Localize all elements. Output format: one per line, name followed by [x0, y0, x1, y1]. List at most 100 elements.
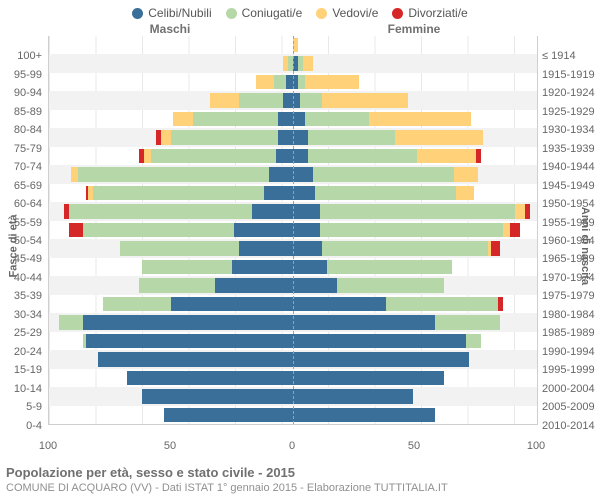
male-bar: [49, 371, 293, 385]
segment-married: [300, 93, 322, 107]
plot-area: [48, 36, 538, 425]
segment-widowed: [322, 93, 407, 107]
female-bar: [293, 186, 537, 200]
segment-divorced: [69, 223, 84, 237]
x-tick-label: 0: [289, 440, 295, 452]
age-label: 55-59: [0, 217, 42, 229]
segment-married: [315, 186, 457, 200]
legend-item: Celibi/Nubili: [132, 6, 211, 20]
birth-year-label: 1965-1969: [542, 253, 595, 265]
birth-year-label: 1980-1984: [542, 309, 595, 321]
chart-title: Popolazione per età, sesso e stato civil…: [6, 465, 594, 480]
birth-year-label: 1950-1954: [542, 198, 595, 210]
segment-single: [278, 130, 293, 144]
segment-single: [293, 93, 300, 107]
legend-label: Vedovi/e: [332, 6, 378, 20]
x-tick-label: 50: [164, 440, 176, 452]
segment-single: [293, 260, 327, 274]
female-bar: [293, 315, 537, 329]
female-bar: [293, 241, 537, 255]
segment-married: [386, 297, 498, 311]
x-tick-label: 50: [408, 440, 420, 452]
segment-single: [293, 408, 435, 422]
segment-divorced: [525, 204, 530, 218]
age-label: 50-54: [0, 235, 42, 247]
segment-single: [293, 297, 386, 311]
x-tick-label: 100: [527, 440, 545, 452]
birth-year-label: 1940-1944: [542, 161, 595, 173]
segment-married: [151, 149, 275, 163]
segment-widowed: [144, 149, 151, 163]
segment-married: [239, 93, 283, 107]
age-row: [49, 241, 537, 255]
age-label: 90-94: [0, 87, 42, 99]
segment-single: [264, 186, 293, 200]
age-label: 85-89: [0, 106, 42, 118]
birth-year-label: 1935-1939: [542, 143, 595, 155]
female-bar: [293, 167, 537, 181]
segment-married: [337, 278, 444, 292]
birth-year-label: 2000-2004: [542, 383, 595, 395]
age-label: 40-44: [0, 272, 42, 284]
female-bar: [293, 260, 537, 274]
segment-single: [293, 241, 322, 255]
segment-married: [320, 223, 503, 237]
age-row: [49, 223, 537, 237]
legend-item: Vedovi/e: [316, 6, 378, 20]
segment-single: [293, 389, 413, 403]
segment-divorced: [498, 297, 503, 311]
age-row: [49, 297, 537, 311]
segment-widowed: [293, 38, 298, 52]
legend-label: Coniugati/e: [242, 6, 303, 20]
x-tick-label: 100: [39, 440, 57, 452]
segment-widowed: [454, 167, 478, 181]
segment-single: [293, 186, 315, 200]
segment-widowed: [210, 93, 239, 107]
segment-married: [274, 75, 286, 89]
segment-widowed: [456, 186, 473, 200]
male-bar: [49, 204, 293, 218]
male-bar: [49, 93, 293, 107]
age-label: 65-69: [0, 180, 42, 192]
segment-divorced: [510, 223, 520, 237]
age-row: [49, 75, 537, 89]
segment-married: [139, 278, 215, 292]
segment-single: [234, 223, 293, 237]
segment-widowed: [515, 204, 525, 218]
segment-married: [59, 315, 83, 329]
age-label: 30-34: [0, 309, 42, 321]
male-bar: [49, 408, 293, 422]
segment-married: [171, 130, 278, 144]
age-label: 5-9: [0, 401, 42, 413]
segment-single: [252, 204, 293, 218]
female-bar: [293, 149, 537, 163]
segment-widowed: [71, 167, 78, 181]
segment-single: [276, 149, 293, 163]
segment-married: [435, 315, 501, 329]
legend-item: Coniugati/e: [226, 6, 303, 20]
birth-year-label: 1945-1949: [542, 180, 595, 192]
segment-married: [313, 167, 455, 181]
male-bar: [49, 130, 293, 144]
segment-single: [293, 223, 320, 237]
segment-single: [239, 241, 293, 255]
male-bar: [49, 38, 293, 52]
segment-single: [98, 352, 293, 366]
age-row: [49, 38, 537, 52]
birth-year-label: 1970-1974: [542, 272, 595, 284]
female-bar: [293, 56, 537, 70]
age-label: 60-64: [0, 198, 42, 210]
birth-year-label: ≤ 1914: [542, 50, 576, 62]
segment-widowed: [305, 75, 359, 89]
birth-year-label: 1955-1959: [542, 217, 595, 229]
segment-single: [164, 408, 293, 422]
segment-single: [293, 112, 305, 126]
female-bar: [293, 130, 537, 144]
age-label: 95-99: [0, 69, 42, 81]
female-bar: [293, 112, 537, 126]
birth-year-label: 1915-1919: [542, 69, 595, 81]
female-bar: [293, 371, 537, 385]
segment-single: [142, 389, 293, 403]
age-row: [49, 278, 537, 292]
legend-swatch: [316, 8, 327, 19]
